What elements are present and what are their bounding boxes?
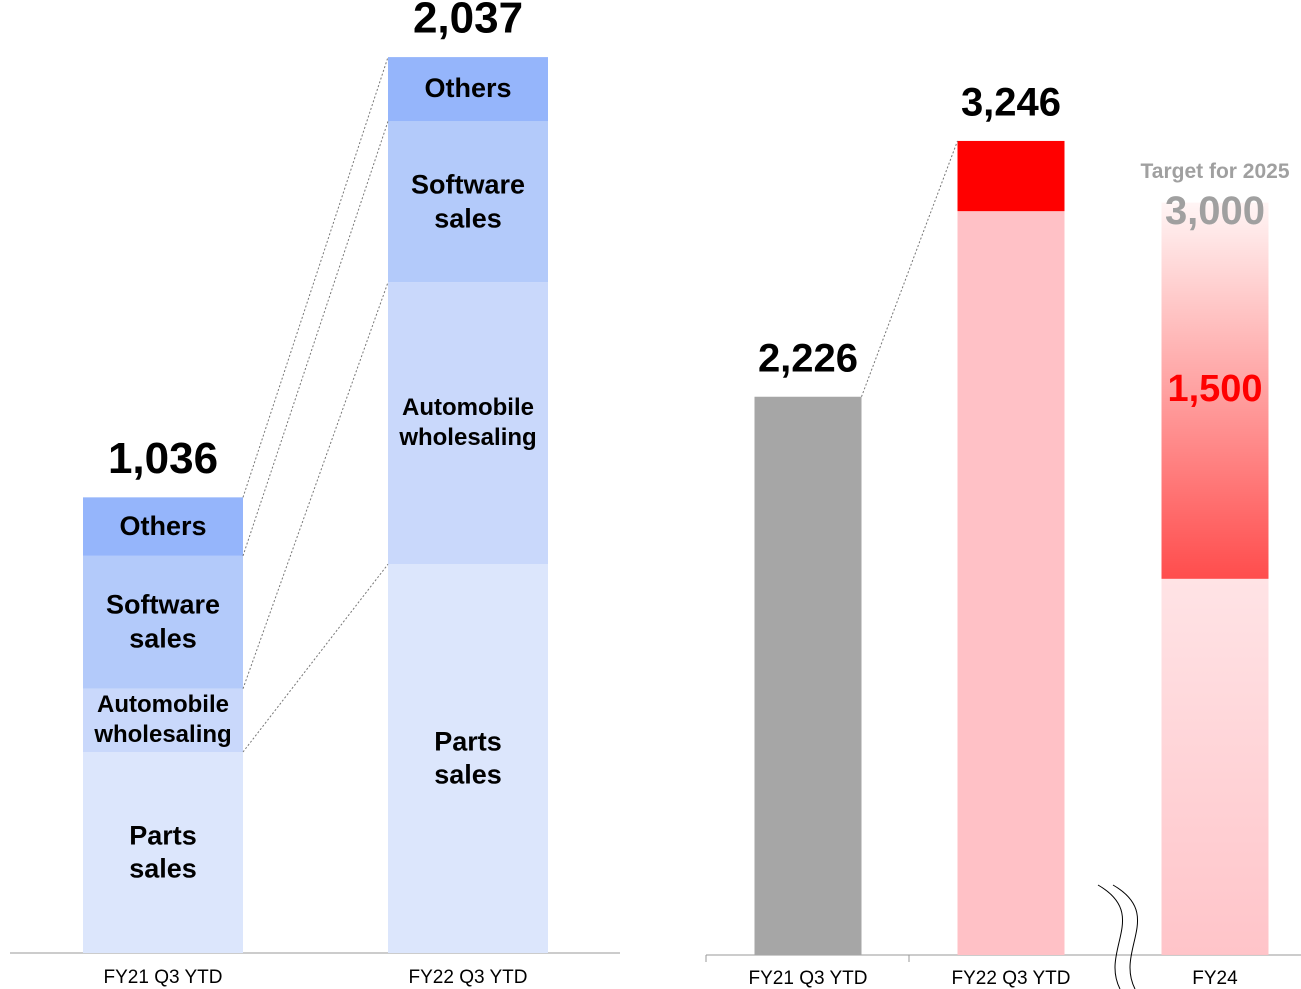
segment-label: Others (119, 510, 207, 541)
bar-segment (83, 688, 243, 753)
connector (242, 563, 389, 753)
total-label: 3,000 (1165, 189, 1265, 233)
connector (861, 140, 958, 397)
total-label: 2,226 (758, 336, 858, 380)
bar-segment (754, 396, 862, 955)
bar-segment (957, 140, 1065, 212)
connector (242, 121, 389, 557)
annotation: Target for 2025 (1141, 160, 1290, 183)
axis-break (1097, 884, 1139, 989)
bar-segment (388, 282, 548, 565)
x-tick-label: FY22 Q3 YTD (409, 967, 528, 988)
segment-label: Automobile wholesaling (94, 691, 232, 749)
bar-segment (83, 752, 243, 953)
x-tick-label: FY22 Q3 YTD (952, 968, 1071, 989)
break-line (1112, 884, 1139, 989)
value-label: 1,500 (1167, 368, 1262, 410)
segment-label: Parts sales (434, 725, 502, 790)
bar-segment (957, 211, 1065, 955)
segment-label: Others (424, 73, 512, 104)
segment-label: Parts sales (129, 819, 197, 884)
x-tick-label: FY24 (1192, 968, 1238, 989)
x-tick-label: FY21 Q3 YTD (104, 967, 223, 988)
break-line (1097, 884, 1124, 989)
connector (242, 56, 389, 498)
connector (242, 282, 389, 689)
segment-label: Software sales (410, 169, 526, 233)
bar-segment (388, 564, 548, 953)
segment-label: Automobile wholesaling (399, 394, 537, 452)
bar-segment (83, 497, 243, 556)
bar-segment (1161, 578, 1269, 955)
bar-segment (1161, 202, 1269, 579)
total-label: 2,037 (413, 0, 523, 43)
bar-segment (83, 555, 243, 689)
value-label: 280 (979, 152, 1042, 194)
segment-label: Software sales (105, 589, 221, 654)
bar-segment (388, 57, 548, 122)
bar-segment (388, 121, 548, 283)
total-label: 3,246 (961, 80, 1061, 124)
total-label: 1,036 (108, 434, 218, 483)
x-tick-label: FY21 Q3 YTD (749, 968, 868, 989)
